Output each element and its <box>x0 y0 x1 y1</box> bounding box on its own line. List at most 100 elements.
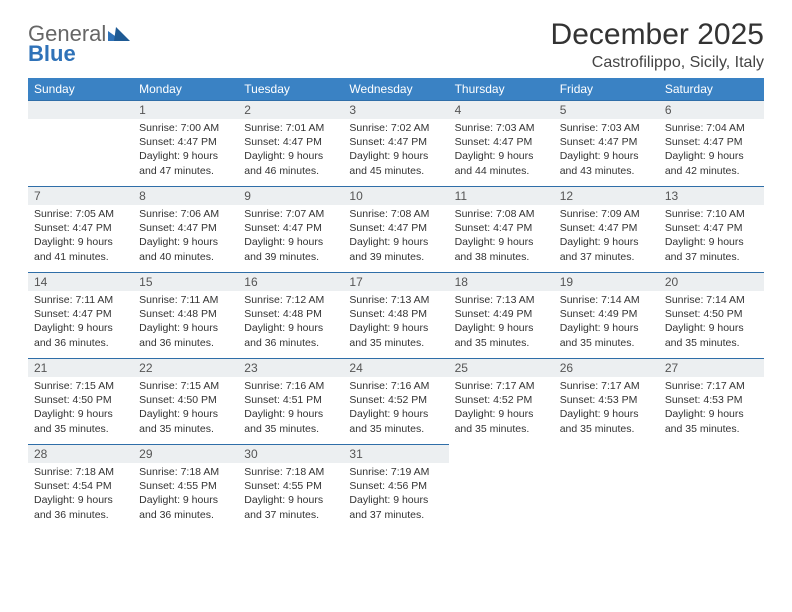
day-body: Sunrise: 7:00 AMSunset: 4:47 PMDaylight:… <box>133 119 238 180</box>
day-body: Sunrise: 7:04 AMSunset: 4:47 PMDaylight:… <box>659 119 764 180</box>
day-number: 13 <box>659 187 764 205</box>
daylight-line: Daylight: 9 hours and 44 minutes. <box>455 149 548 177</box>
day-body: Sunrise: 7:03 AMSunset: 4:47 PMDaylight:… <box>554 119 659 180</box>
day-body: Sunrise: 7:06 AMSunset: 4:47 PMDaylight:… <box>133 205 238 266</box>
sunrise-line: Sunrise: 7:13 AM <box>455 293 548 307</box>
calendar-table: SundayMondayTuesdayWednesdayThursdayFrid… <box>28 78 764 530</box>
calendar-cell: 11Sunrise: 7:08 AMSunset: 4:47 PMDayligh… <box>449 186 554 272</box>
sunset-line: Sunset: 4:52 PM <box>349 393 442 407</box>
daylight-line: Daylight: 9 hours and 40 minutes. <box>139 235 232 263</box>
calendar-cell: 7Sunrise: 7:05 AMSunset: 4:47 PMDaylight… <box>28 186 133 272</box>
day-body: Sunrise: 7:10 AMSunset: 4:47 PMDaylight:… <box>659 205 764 266</box>
calendar-cell <box>554 444 659 530</box>
day-number: 27 <box>659 359 764 377</box>
day-number: 7 <box>28 187 133 205</box>
day-body: Sunrise: 7:19 AMSunset: 4:56 PMDaylight:… <box>343 463 448 524</box>
calendar-cell: 19Sunrise: 7:14 AMSunset: 4:49 PMDayligh… <box>554 272 659 358</box>
calendar-cell: 5Sunrise: 7:03 AMSunset: 4:47 PMDaylight… <box>554 100 659 186</box>
sunrise-line: Sunrise: 7:14 AM <box>560 293 653 307</box>
calendar-cell: 13Sunrise: 7:10 AMSunset: 4:47 PMDayligh… <box>659 186 764 272</box>
day-body: Sunrise: 7:08 AMSunset: 4:47 PMDaylight:… <box>343 205 448 266</box>
day-number: 23 <box>238 359 343 377</box>
daylight-line: Daylight: 9 hours and 41 minutes. <box>34 235 127 263</box>
sunset-line: Sunset: 4:54 PM <box>34 479 127 493</box>
calendar-row: 21Sunrise: 7:15 AMSunset: 4:50 PMDayligh… <box>28 358 764 444</box>
daylight-line: Daylight: 9 hours and 35 minutes. <box>139 407 232 435</box>
sunset-line: Sunset: 4:52 PM <box>455 393 548 407</box>
calendar-cell: 8Sunrise: 7:06 AMSunset: 4:47 PMDaylight… <box>133 186 238 272</box>
calendar-row: 7Sunrise: 7:05 AMSunset: 4:47 PMDaylight… <box>28 186 764 272</box>
sunset-line: Sunset: 4:47 PM <box>34 221 127 235</box>
sunset-line: Sunset: 4:47 PM <box>349 221 442 235</box>
daylight-line: Daylight: 9 hours and 37 minutes. <box>244 493 337 521</box>
sunset-line: Sunset: 4:48 PM <box>244 307 337 321</box>
daylight-line: Daylight: 9 hours and 38 minutes. <box>455 235 548 263</box>
daylight-line: Daylight: 9 hours and 35 minutes. <box>560 407 653 435</box>
daylight-line: Daylight: 9 hours and 35 minutes. <box>665 407 758 435</box>
sunset-line: Sunset: 4:47 PM <box>34 307 127 321</box>
day-number: 25 <box>449 359 554 377</box>
sunrise-line: Sunrise: 7:17 AM <box>560 379 653 393</box>
sunrise-line: Sunrise: 7:15 AM <box>34 379 127 393</box>
sunrise-line: Sunrise: 7:11 AM <box>139 293 232 307</box>
weekday-header: Wednesday <box>343 78 448 100</box>
calendar-cell: 30Sunrise: 7:18 AMSunset: 4:55 PMDayligh… <box>238 444 343 530</box>
daylight-line: Daylight: 9 hours and 45 minutes. <box>349 149 442 177</box>
calendar-cell: 25Sunrise: 7:17 AMSunset: 4:52 PMDayligh… <box>449 358 554 444</box>
day-body: Sunrise: 7:01 AMSunset: 4:47 PMDaylight:… <box>238 119 343 180</box>
sunset-line: Sunset: 4:53 PM <box>560 393 653 407</box>
sunrise-line: Sunrise: 7:19 AM <box>349 465 442 479</box>
sunset-line: Sunset: 4:53 PM <box>665 393 758 407</box>
calendar-body: 1Sunrise: 7:00 AMSunset: 4:47 PMDaylight… <box>28 100 764 530</box>
title-block: December 2025 Castrofilippo, Sicily, Ita… <box>551 18 764 72</box>
daylight-line: Daylight: 9 hours and 39 minutes. <box>244 235 337 263</box>
sunrise-line: Sunrise: 7:03 AM <box>455 121 548 135</box>
weekday-header: Friday <box>554 78 659 100</box>
day-body: Sunrise: 7:05 AMSunset: 4:47 PMDaylight:… <box>28 205 133 266</box>
day-number: 3 <box>343 101 448 119</box>
calendar-cell: 12Sunrise: 7:09 AMSunset: 4:47 PMDayligh… <box>554 186 659 272</box>
sunrise-line: Sunrise: 7:11 AM <box>34 293 127 307</box>
daylight-line: Daylight: 9 hours and 35 minutes. <box>560 321 653 349</box>
calendar-row: 28Sunrise: 7:18 AMSunset: 4:54 PMDayligh… <box>28 444 764 530</box>
sunset-line: Sunset: 4:48 PM <box>349 307 442 321</box>
location-text: Castrofilippo, Sicily, Italy <box>551 54 764 72</box>
sunrise-line: Sunrise: 7:01 AM <box>244 121 337 135</box>
daylight-line: Daylight: 9 hours and 36 minutes. <box>139 321 232 349</box>
weekday-header: Saturday <box>659 78 764 100</box>
day-body: Sunrise: 7:17 AMSunset: 4:53 PMDaylight:… <box>554 377 659 438</box>
daylight-line: Daylight: 9 hours and 37 minutes. <box>665 235 758 263</box>
day-number: 29 <box>133 445 238 463</box>
calendar-cell: 18Sunrise: 7:13 AMSunset: 4:49 PMDayligh… <box>449 272 554 358</box>
calendar-cell: 2Sunrise: 7:01 AMSunset: 4:47 PMDaylight… <box>238 100 343 186</box>
day-number: 16 <box>238 273 343 291</box>
daylight-line: Daylight: 9 hours and 35 minutes. <box>455 321 548 349</box>
daylight-line: Daylight: 9 hours and 46 minutes. <box>244 149 337 177</box>
day-number: 30 <box>238 445 343 463</box>
day-number: 10 <box>343 187 448 205</box>
daylight-line: Daylight: 9 hours and 37 minutes. <box>349 493 442 521</box>
sunrise-line: Sunrise: 7:05 AM <box>34 207 127 221</box>
sunrise-line: Sunrise: 7:18 AM <box>244 465 337 479</box>
sunset-line: Sunset: 4:50 PM <box>139 393 232 407</box>
day-number: 26 <box>554 359 659 377</box>
day-number: 22 <box>133 359 238 377</box>
day-number: 5 <box>554 101 659 119</box>
sunrise-line: Sunrise: 7:16 AM <box>244 379 337 393</box>
logo-triangle-icon <box>108 25 130 44</box>
sunset-line: Sunset: 4:47 PM <box>560 221 653 235</box>
sunrise-line: Sunrise: 7:15 AM <box>139 379 232 393</box>
daylight-line: Daylight: 9 hours and 35 minutes. <box>455 407 548 435</box>
sunset-line: Sunset: 4:47 PM <box>560 135 653 149</box>
day-body: Sunrise: 7:11 AMSunset: 4:47 PMDaylight:… <box>28 291 133 352</box>
day-body: Sunrise: 7:11 AMSunset: 4:48 PMDaylight:… <box>133 291 238 352</box>
calendar-cell: 16Sunrise: 7:12 AMSunset: 4:48 PMDayligh… <box>238 272 343 358</box>
weekday-header: Sunday <box>28 78 133 100</box>
sunset-line: Sunset: 4:47 PM <box>139 221 232 235</box>
daylight-line: Daylight: 9 hours and 42 minutes. <box>665 149 758 177</box>
calendar-cell: 26Sunrise: 7:17 AMSunset: 4:53 PMDayligh… <box>554 358 659 444</box>
day-body: Sunrise: 7:12 AMSunset: 4:48 PMDaylight:… <box>238 291 343 352</box>
weekday-header: Monday <box>133 78 238 100</box>
day-body: Sunrise: 7:08 AMSunset: 4:47 PMDaylight:… <box>449 205 554 266</box>
day-body: Sunrise: 7:17 AMSunset: 4:53 PMDaylight:… <box>659 377 764 438</box>
